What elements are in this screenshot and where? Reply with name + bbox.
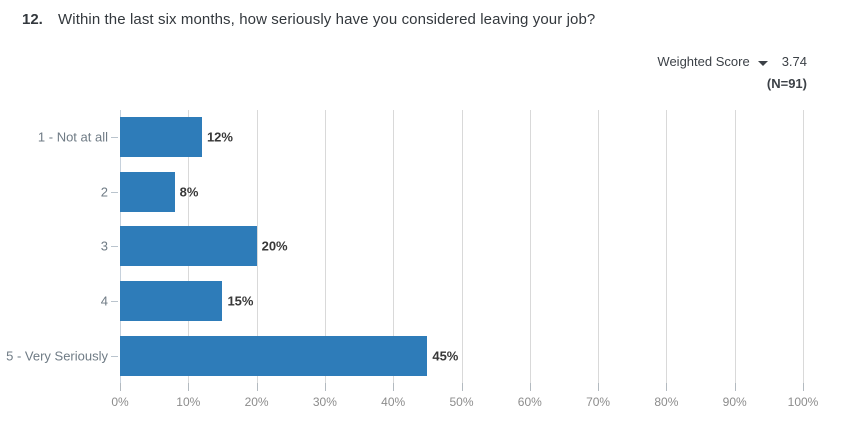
- x-axis-tick-label: 40%: [381, 395, 406, 409]
- x-axis-tick-label: 0%: [111, 395, 129, 409]
- x-axis-tick: [324, 383, 326, 391]
- respondent-count: (N=91): [766, 76, 807, 91]
- chart-row: 3 20%: [101, 219, 803, 274]
- bar-value-label: 8%: [179, 184, 199, 200]
- bar-value-label: 12%: [206, 129, 233, 145]
- gridline: [598, 110, 600, 383]
- x-axis-tick-label: 30%: [312, 395, 337, 409]
- x-axis-tick: [188, 383, 190, 391]
- category-label: 2: [100, 184, 108, 200]
- category-tick: [111, 301, 118, 303]
- category-label: 1 - Not at all: [37, 129, 108, 145]
- bar-value-label: 45%: [432, 348, 459, 364]
- bar: [120, 281, 223, 322]
- x-axis-tick: [256, 383, 258, 391]
- gridline: [734, 110, 736, 383]
- question-header: 12. Within the last six months, how seri…: [22, 11, 826, 28]
- bar: [120, 117, 202, 158]
- category-label: 4: [100, 293, 108, 309]
- bar-chart: 0% 10% 20% 30% 40% 50% 60% 70% 80% 90% 100% 1 - Not…: [6, 110, 818, 409]
- category-label: 3: [100, 238, 108, 254]
- x-axis-tick: [803, 383, 804, 391]
- x-axis-tick: [734, 383, 736, 391]
- x-axis-tick-label: 100%: [787, 395, 819, 409]
- x-axis-tick: [598, 383, 600, 391]
- weighted-score-block: Weighted Score 3.74 (N=91): [657, 54, 807, 91]
- chart-row: 2 8%: [101, 165, 803, 220]
- x-axis-tick-label: 70%: [586, 395, 611, 409]
- category-tick: [111, 191, 118, 193]
- weighted-score-label: Weighted Score: [657, 54, 750, 69]
- gridline: [666, 110, 668, 383]
- x-axis-tick: [393, 383, 395, 391]
- x-axis-tick: [461, 383, 463, 391]
- gridline: [393, 110, 395, 383]
- x-axis-tick: [529, 383, 531, 391]
- category-label: 5 - Very Seriously: [6, 348, 108, 364]
- bar: [120, 226, 257, 267]
- weighted-score-dropdown[interactable]: Weighted Score 3.74: [657, 54, 807, 70]
- bar-value-label: 20%: [261, 238, 288, 254]
- x-axis-tick-label: 80%: [654, 395, 679, 409]
- category-tick: [111, 137, 118, 139]
- x-axis-tick: [666, 383, 668, 391]
- category-tick: [111, 355, 118, 357]
- x-axis-tick-label: 50%: [449, 395, 474, 409]
- gridline: [324, 110, 326, 383]
- chart-row: 1 - Not at all 12%: [38, 110, 803, 165]
- question-text: Within the last six months, how seriousl…: [58, 11, 596, 28]
- bar: [120, 335, 428, 376]
- x-axis-tick: [120, 383, 121, 391]
- category-tick: [111, 246, 118, 248]
- gridline: [803, 110, 804, 383]
- gridline: [256, 110, 258, 383]
- x-axis-tick-label: 60%: [517, 395, 542, 409]
- x-axis-tick-label: 10%: [176, 395, 201, 409]
- x-axis-tick-label: 20%: [244, 395, 269, 409]
- caret-down-icon: [757, 60, 768, 66]
- gridline: [529, 110, 531, 383]
- x-axis-tick-label: 90%: [722, 395, 747, 409]
- weighted-score-value: 3.74: [781, 54, 807, 69]
- chart-row: 5 - Very Seriously 45%: [6, 328, 803, 383]
- gridline: [461, 110, 463, 383]
- bar-value-label: 15%: [227, 293, 254, 309]
- bar: [120, 171, 175, 212]
- chart-row: 4 15%: [101, 274, 803, 329]
- question-number: 12.: [22, 11, 43, 28]
